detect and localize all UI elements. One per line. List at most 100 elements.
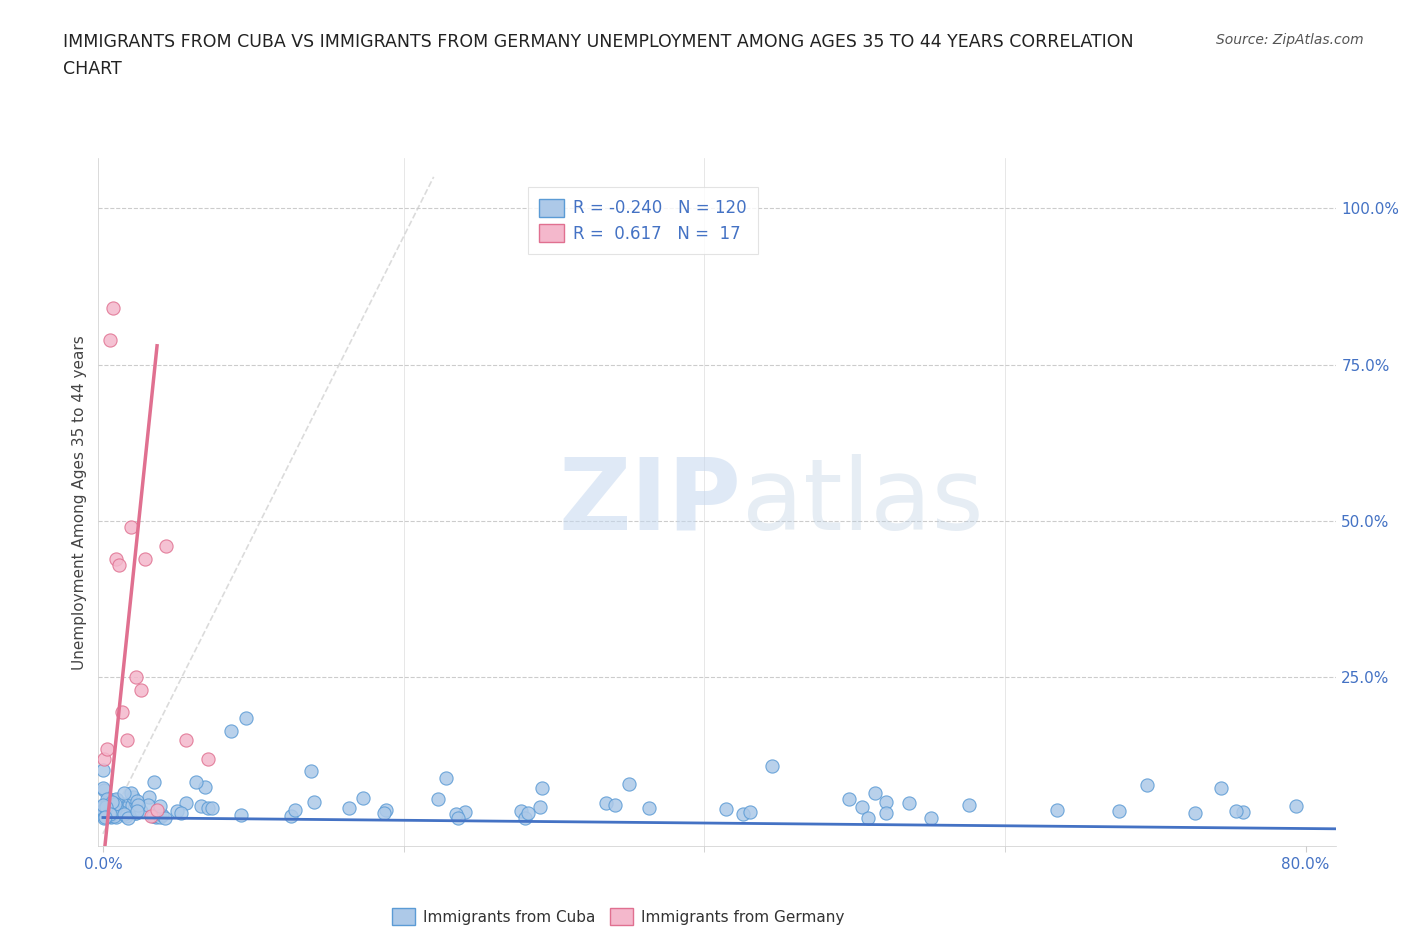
Point [105,792,128,807]
Point [125,795,148,810]
Point [94,803,117,817]
Point [145,809,167,824]
Point [957,798,980,813]
Point [94,810,117,825]
Point [122,802,145,817]
Point [91,780,114,795]
Point [138,790,160,804]
Point [197,801,219,816]
Point [875,795,897,810]
Point [97,809,120,824]
Point [115,733,138,748]
Point [513,810,536,825]
Point [863,786,886,801]
Point [153,810,176,825]
Point [129,804,152,818]
Point [96,791,118,806]
Point [337,801,360,816]
Point [517,806,540,821]
Text: ZIP: ZIP [560,454,742,551]
Point [139,809,162,824]
Point [103,804,125,818]
Point [111,704,134,719]
Point [155,538,177,553]
Point [509,804,531,818]
Point [434,771,457,786]
Point [920,810,942,825]
Point [637,801,659,816]
Point [229,807,252,822]
Point [1285,799,1308,814]
Point [427,791,450,806]
Point [375,803,398,817]
Point [105,802,128,817]
Point [184,775,207,790]
Point [104,798,127,813]
Point [100,332,122,347]
Point [103,809,125,824]
Point [617,777,640,792]
Point [142,809,165,824]
Point [851,800,873,815]
Point [91,799,114,814]
Text: IMMIGRANTS FROM CUBA VS IMMIGRANTS FROM GERMANY UNEMPLOYMENT AMONG AGES 35 TO 44: IMMIGRANTS FROM CUBA VS IMMIGRANTS FROM … [63,33,1133,50]
Point [125,793,148,808]
Point [91,808,114,823]
Point [91,798,114,813]
Point [94,800,117,815]
Point [100,808,122,823]
Point [352,790,374,805]
Point [1225,804,1247,818]
Point [446,811,468,826]
Point [738,804,761,819]
Point [91,763,114,777]
Point [105,551,128,566]
Point [197,751,219,766]
Text: Source: ZipAtlas.com: Source: ZipAtlas.com [1216,33,1364,46]
Point [149,799,172,814]
Point [150,807,173,822]
Point [174,733,197,748]
Point [280,808,302,823]
Point [299,764,322,779]
Point [1232,804,1254,819]
Point [94,798,117,813]
Point [529,800,551,815]
Point [1211,780,1233,795]
Point [190,799,212,814]
Point [875,805,897,820]
Point [98,809,121,824]
Point [117,810,139,825]
Y-axis label: Unemployment Among Ages 35 to 44 years: Unemployment Among Ages 35 to 44 years [72,335,87,670]
Point [1046,803,1069,817]
Point [129,683,152,698]
Point [136,797,159,812]
Point [120,786,142,801]
Point [104,810,127,825]
Point [110,804,132,819]
Point [1184,805,1206,820]
Point [1108,804,1130,818]
Point [93,810,115,825]
Point [91,803,114,817]
Point [112,806,135,821]
Point [97,791,120,806]
Point [121,790,143,804]
Point [91,800,114,815]
Text: CHART: CHART [63,60,122,78]
Point [96,742,118,757]
Point [100,794,122,809]
Point [112,801,135,816]
Point [94,804,117,818]
Point [733,807,755,822]
Point [108,557,131,572]
Point [235,711,257,725]
Point [446,806,468,821]
Point [104,797,127,812]
Point [121,520,143,535]
Point [112,797,135,812]
Point [373,805,395,820]
Point [194,779,217,794]
Point [112,786,135,801]
Point [114,808,136,823]
